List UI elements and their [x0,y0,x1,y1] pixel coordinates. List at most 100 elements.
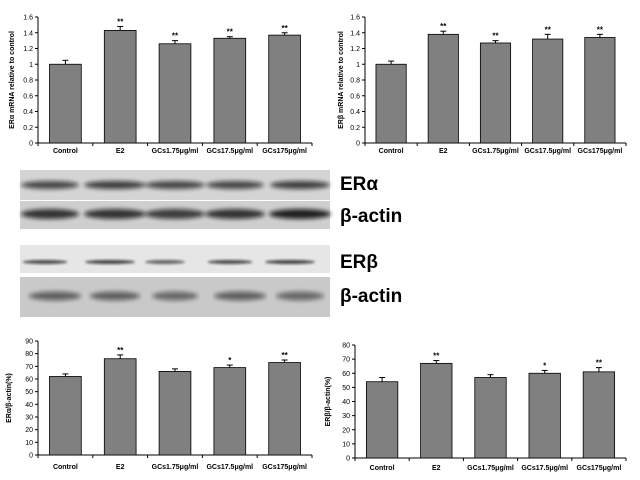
y-tick-label: 1.6 [23,15,33,22]
band [22,260,68,264]
category-label: GCs17.5μg/ml [206,148,253,155]
blot-erb [20,245,330,273]
y-tick-label: 0 [29,453,33,460]
y-tick-label: 0.6 [350,93,360,100]
chart-era-protein: 0 10 20 30 40 50 60 70 80 90 ERα/β-actin(%) Control… [6,339,313,471]
bar [158,370,192,456]
bar [213,367,247,456]
band [269,209,331,219]
y-tick-label: 70 [25,364,33,371]
y-tick-label: 50 [25,389,33,396]
bar [213,37,247,144]
y-tick-label: 0.8 [350,78,360,85]
significance-mark: ** [545,25,552,34]
y-tick-label: 10 [342,441,350,448]
band [84,181,146,189]
significance-mark: ** [596,359,603,368]
bar [49,376,82,456]
category-label: GCs175μg/ml [262,464,307,471]
bar [103,358,137,456]
category-label: Control [370,465,395,472]
blot-label-era: ERα [340,174,378,195]
significance-mark: ** [440,22,447,31]
significance-mark: ** [597,25,604,34]
y-tick-label: 1.4 [23,30,33,37]
band [145,209,205,219]
y-tick-label: 1 [356,62,360,69]
y-axis-label: ERβ mRNA relative to control [338,31,345,129]
category-label: E2 [116,464,125,471]
category-label: Control [53,148,78,155]
bar [479,42,512,144]
bar [365,381,399,459]
chart-erb-mrna: 0 0.2 0.4 0.6 0.8 1 1.2 1.4 1.6 ERβ mRNA relative… [338,15,627,155]
band [145,260,185,264]
band [21,181,79,189]
significance-mark: * [228,356,232,365]
y-tick-label: 60 [342,371,350,378]
band [207,260,253,264]
bar [528,372,561,459]
y-tick-label: 0.2 [23,125,33,132]
blot-beta-actin-2 [20,277,330,317]
y-tick-label: 90 [25,339,33,346]
significance-mark: ** [117,346,124,355]
band [85,260,135,264]
bar [158,43,192,144]
bar [582,371,616,459]
y-tick-label: 80 [342,343,350,350]
y-tick-label: 40 [342,399,350,406]
y-tick-label: 0 [346,456,350,463]
blot-label-beta-actin-1: β-actin [340,206,402,227]
y-tick-label: 1.6 [350,15,360,22]
category-label: E2 [116,148,125,155]
category-label: E2 [432,465,441,472]
category-label: GCs1.75μg/ml [152,464,199,471]
band [270,181,330,189]
y-axis-label: ERα mRNA relative to control [9,31,16,129]
y-tick-label: 30 [25,415,33,422]
y-tick-label: 80 [25,351,33,358]
blot-label-beta-actin-2: β-actin [340,286,402,307]
y-axis-label: ERβ/β-actin(%) [325,377,332,427]
y-tick-label: 30 [342,413,350,420]
y-tick-label: 60 [25,377,33,384]
blot-era [20,170,330,200]
significance-mark: ** [433,352,440,361]
significance-mark: ** [172,32,179,41]
category-label: Control [379,148,404,155]
y-tick-label: 40 [25,402,33,409]
chart-erb-protein: 01020304050607080ERβ/β-actin(%)Control**… [325,343,627,472]
y-tick-label: 1.2 [23,46,33,53]
band [265,260,315,264]
bar [375,63,407,144]
chart-era-mrna: 0 0.2 0.4 0.6 0.8 1 1.2 1.4 1.6 ERα mRNA relative… [9,15,313,155]
bar [420,362,453,459]
band [276,291,324,301]
y-tick-label: 1.4 [350,30,360,37]
bar [268,362,301,456]
category-label: GCs175μg/ml [578,148,623,155]
y-tick-label: 10 [25,440,33,447]
band [21,209,79,219]
band [214,291,266,301]
y-tick-label: 0.8 [23,78,33,85]
blot-label-erb: ERβ [340,252,378,273]
band [84,209,146,219]
y-tick-label: 0 [356,141,360,148]
y-tick-label: 0.6 [23,93,33,100]
y-tick-label: 0.4 [350,109,360,116]
y-tick-label: 50 [342,385,350,392]
bar [49,63,82,144]
significance-mark: * [543,361,547,370]
bar [427,33,459,144]
category-label: GCs175μg/ml [262,148,307,155]
y-tick-label: 70 [342,357,350,364]
bar [268,34,301,144]
category-label: GCs175μg/ml [577,465,622,472]
category-label: E2 [439,148,448,155]
y-axis-label: ERα/β-actin(%) [6,373,13,423]
band [152,291,198,301]
category-label: GCs1.75μg/ml [472,148,519,155]
y-tick-label: 20 [25,427,33,434]
